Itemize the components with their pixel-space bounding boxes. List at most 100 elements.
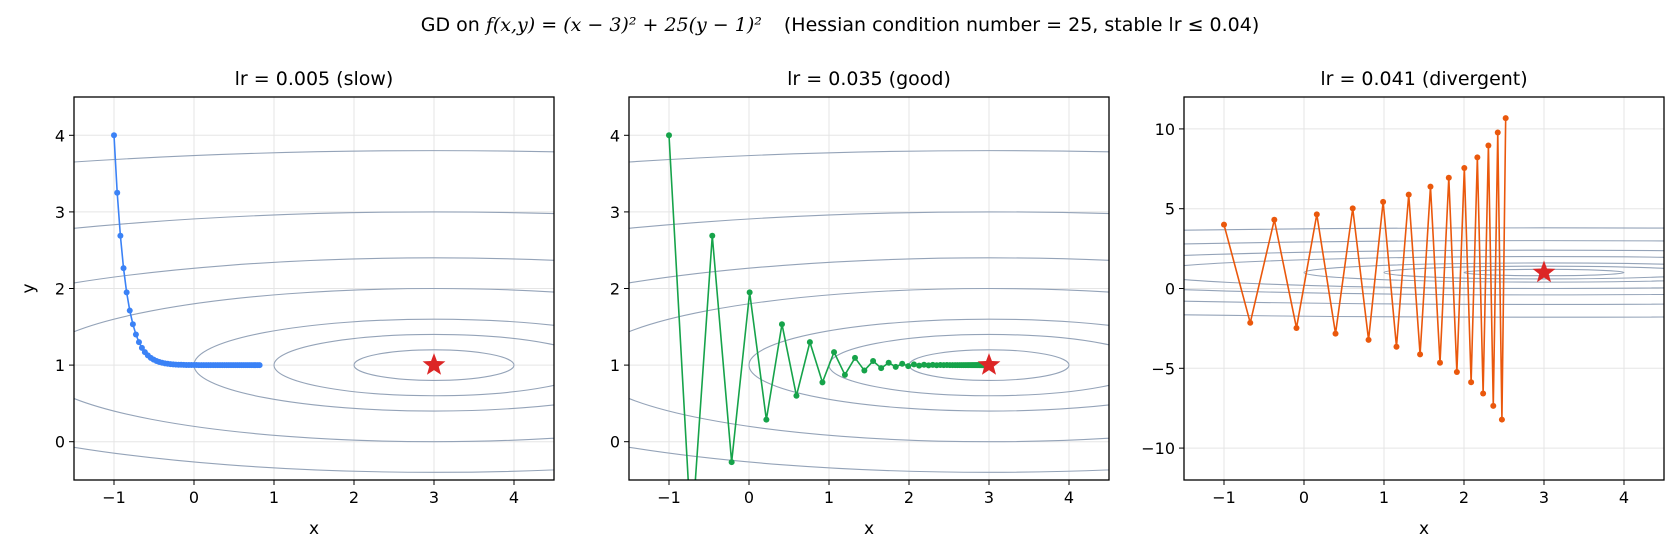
trajectory-point	[1485, 142, 1492, 149]
trajectory-line	[113, 135, 260, 366]
trajectory-point	[138, 344, 145, 351]
figure-suptitle: GD on f(x,y) = (x − 3)² + 25(y − 1)² (Hes…	[421, 14, 1260, 36]
trajectory-point	[126, 307, 133, 314]
contour-ellipse	[74, 287, 554, 443]
trajectory-line	[1223, 118, 1507, 420]
x-tick-label: 0	[744, 488, 754, 507]
x-tick-label: 1	[824, 488, 834, 507]
trajectory-point	[709, 232, 716, 239]
trajectory-point	[763, 416, 770, 423]
x-tick-label: 3	[1539, 488, 1549, 507]
contour-ellipse	[74, 257, 554, 473]
trajectory-point	[793, 392, 800, 399]
trajectory-point	[892, 363, 899, 370]
x-tick-label: 3	[429, 488, 439, 507]
y-tick-label: −5	[1151, 359, 1175, 378]
suptitle-suffix: (Hessian condition number = 25, stable l…	[784, 14, 1259, 36]
trajectory-point	[117, 232, 124, 239]
y-tick-label: 2	[610, 280, 620, 299]
trajectory-point	[1461, 165, 1468, 172]
trajectory-point	[256, 362, 263, 369]
trajectory-point	[1365, 336, 1372, 343]
panel-2: −1 0 1 2 3 4 0 1 2 3 4 lr = 0.035 (good) x	[610, 68, 1110, 540]
trajectory-point	[1445, 174, 1452, 181]
y-tick-label: 10	[1155, 120, 1175, 139]
contour-ellipse	[629, 150, 1109, 163]
contour-ellipse	[629, 287, 1109, 443]
y-tick-label: 4	[55, 126, 65, 145]
y-axis-label: y	[19, 283, 39, 293]
minimum-star-marker	[977, 353, 1001, 375]
trajectory-point	[1468, 379, 1475, 386]
x-tick-label: −1	[102, 488, 126, 507]
trajectory-point	[778, 321, 785, 328]
panel-title: lr = 0.005 (slow)	[235, 68, 394, 90]
trajectory-point	[831, 349, 838, 356]
x-axis-label: x	[1419, 519, 1429, 539]
trajectory-point	[114, 189, 121, 196]
trajectory-point	[1437, 359, 1443, 366]
trajectory	[1221, 115, 1509, 423]
trajectory-point	[728, 459, 735, 466]
minimum-star-marker	[1532, 260, 1556, 283]
contour-ellipse	[74, 150, 554, 163]
trajectory-point	[852, 354, 858, 361]
x-tick-label: 4	[1064, 488, 1074, 507]
x-tick-label: 0	[1299, 488, 1309, 507]
trajectory-point	[1313, 211, 1320, 218]
trajectory-point	[1498, 416, 1505, 423]
contour-ellipse	[1184, 240, 1664, 305]
trajectory-point	[135, 339, 142, 346]
trajectory-point	[1349, 205, 1356, 212]
trajectory-point	[1221, 221, 1227, 228]
trajectory-point	[1247, 319, 1254, 326]
trajectory-point	[132, 331, 139, 338]
x-tick-label: 2	[1459, 488, 1469, 507]
minimum-star-marker	[422, 353, 446, 375]
trajectory-point	[885, 359, 892, 366]
trajectory-point	[841, 371, 848, 378]
trajectory-point	[1490, 402, 1497, 409]
suptitle-formula: f(x,y) = (x − 3)² + 25(y − 1)²	[484, 14, 762, 36]
trajectory-point	[688, 534, 694, 540]
contour-ellipse	[74, 211, 554, 229]
trajectory-point	[1332, 330, 1339, 337]
panel-1: −1 0 1 2 3 4 0 1 2 3 4 lr = 0.005 (slow) x y	[19, 68, 555, 539]
trajectory-point	[921, 361, 928, 368]
panel-title: lr = 0.035 (good)	[787, 68, 951, 90]
y-tick-label: 3	[55, 203, 65, 222]
trajectory-point	[666, 132, 672, 139]
contour-ellipse	[353, 349, 515, 381]
trajectory-point	[129, 321, 136, 328]
y-tick-label: 0	[1165, 280, 1175, 299]
trajectory-point	[1453, 369, 1460, 376]
contour-ellipse	[629, 257, 1109, 473]
contour-ellipse	[273, 333, 554, 397]
x-tick-label: 4	[1619, 488, 1629, 507]
trajectory-point	[899, 360, 906, 367]
trajectory-point	[806, 339, 813, 346]
x-tick-label: 1	[269, 488, 279, 507]
trajectory-point	[1494, 129, 1501, 136]
suptitle-prefix: GD on	[421, 14, 486, 36]
x-tick-label: −1	[657, 488, 681, 507]
trajectory-point	[1427, 183, 1434, 190]
trajectory-point	[819, 379, 826, 386]
y-tick-label: 1	[55, 356, 65, 375]
y-tick-label: 2	[55, 280, 65, 299]
contour-ellipse	[1184, 249, 1664, 296]
trajectory-point	[905, 363, 912, 370]
contour-ellipse	[748, 318, 1109, 412]
trajectory-point	[878, 365, 885, 372]
trajectory-point	[1417, 351, 1424, 358]
x-tick-label: −1	[1212, 488, 1236, 507]
y-tick-label: 1	[610, 356, 620, 375]
x-tick-label: 2	[904, 488, 914, 507]
trajectory-point	[1502, 115, 1509, 122]
trajectory-point	[870, 358, 877, 365]
x-tick-label: 3	[984, 488, 994, 507]
trajectory-point	[1293, 324, 1300, 331]
y-tick-label: 0	[610, 433, 620, 452]
y-tick-label: −10	[1141, 439, 1175, 458]
